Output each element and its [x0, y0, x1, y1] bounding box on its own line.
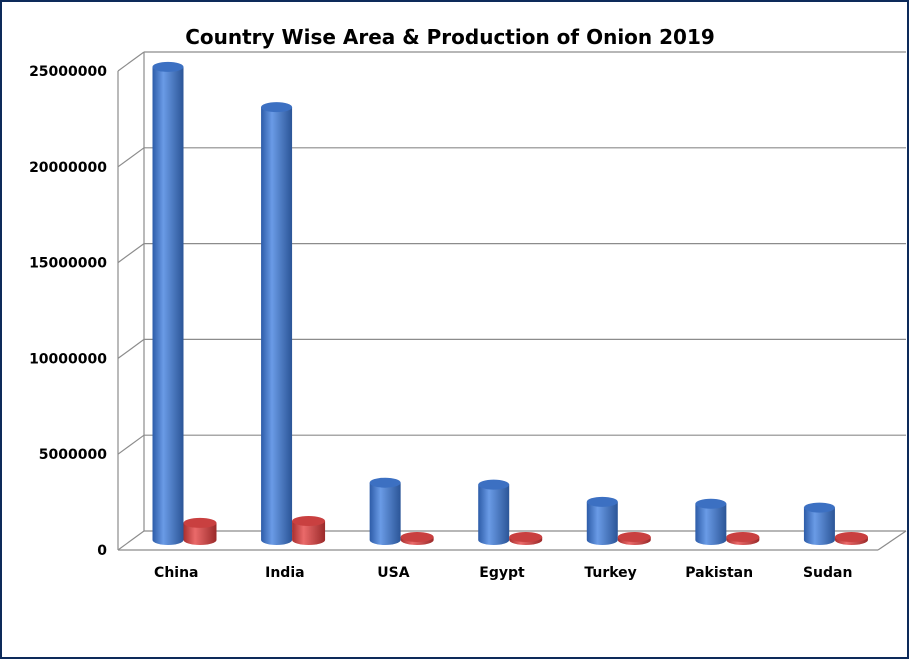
- x-tick-label: Egypt: [479, 565, 525, 581]
- bar-series2: [834, 532, 868, 545]
- bar-series1-body: [369, 482, 401, 545]
- bar-series2-top: [292, 516, 326, 527]
- bar-series2-body: [292, 521, 326, 545]
- bar-series1-top: [261, 102, 293, 113]
- bar-series2: [617, 532, 651, 545]
- bar-series1: [695, 498, 727, 545]
- bar-series1-top: [586, 496, 618, 507]
- bar-series2: [726, 532, 760, 545]
- side-wall-line: [117, 51, 145, 72]
- x-tick-label: India: [265, 565, 304, 581]
- bar-series2-top: [183, 517, 217, 528]
- side-wall-line: [117, 243, 145, 264]
- side-wall-line: [117, 338, 145, 359]
- bar-series1: [478, 479, 510, 545]
- bar-series1-top: [695, 498, 727, 509]
- bar-series2-top: [726, 532, 760, 542]
- y-tick-label: 25000000: [29, 64, 107, 80]
- bar-series1-body: [695, 503, 727, 545]
- x-tick-label: Sudan: [803, 565, 853, 581]
- side-wall-line: [117, 530, 145, 551]
- bar-series1-body: [803, 507, 835, 545]
- bar-series2: [509, 532, 543, 545]
- bar-series1-top: [369, 477, 401, 488]
- bar-series1-top: [152, 61, 184, 72]
- y-tick-label: 10000000: [29, 351, 107, 367]
- bar-series1-body: [152, 66, 184, 545]
- bar-series1: [803, 502, 835, 545]
- x-tick-label: China: [154, 565, 198, 581]
- bar-series2-top: [834, 532, 868, 542]
- bar-series2-top: [617, 532, 651, 542]
- floor-edge: [877, 530, 907, 551]
- bars: [152, 61, 868, 545]
- x-tick-label: Pakistan: [685, 565, 753, 581]
- side-wall-line: [117, 434, 145, 455]
- x-tick-label: Turkey: [584, 565, 636, 581]
- x-tick-label: USA: [377, 565, 409, 581]
- bar-series1: [586, 496, 618, 545]
- bar-series1-body: [478, 484, 510, 545]
- bar-series2: [183, 517, 217, 545]
- bar-series2-top: [400, 532, 434, 542]
- bar-series2: [400, 532, 434, 545]
- bar-series1: [152, 61, 184, 545]
- bar-series1-top: [478, 479, 510, 490]
- bar-series2: [292, 516, 326, 545]
- y-tick-label: 5000000: [39, 447, 107, 463]
- y-tick-label: 0: [97, 543, 107, 559]
- chart-title: Country Wise Area & Production of Onion …: [185, 25, 715, 49]
- bar-series1-top: [803, 502, 835, 513]
- bar-series1-body: [586, 501, 618, 545]
- y-tick-label: 15000000: [29, 256, 107, 272]
- bar-series1: [369, 477, 401, 545]
- y-tick-label: 20000000: [29, 160, 107, 176]
- side-wall-line: [117, 147, 145, 168]
- bar-series2-body: [183, 522, 217, 545]
- bar-series1-body: [261, 107, 293, 545]
- bar-series1: [261, 102, 293, 545]
- bar-series2-top: [509, 532, 543, 542]
